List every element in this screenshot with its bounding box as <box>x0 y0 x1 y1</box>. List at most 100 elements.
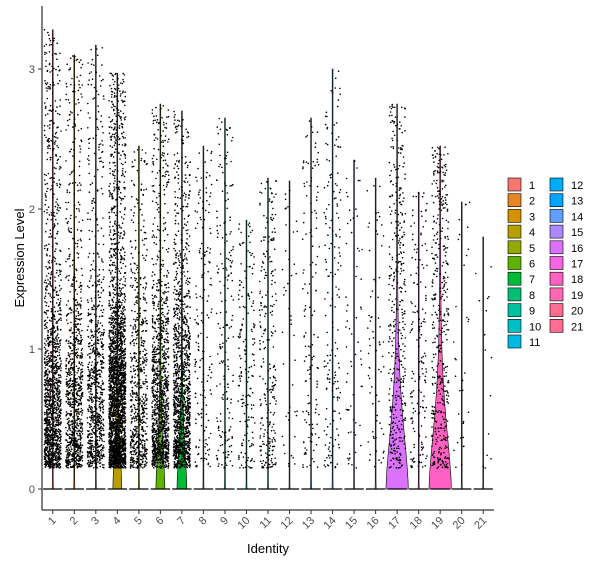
data-point <box>56 327 59 329</box>
data-point <box>49 83 52 86</box>
data-point <box>56 223 59 225</box>
data-point <box>67 384 69 386</box>
data-point <box>81 387 83 390</box>
data-point <box>55 412 57 415</box>
data-point <box>116 413 118 415</box>
data-point <box>51 428 54 430</box>
data-point <box>75 336 78 339</box>
data-point <box>72 394 75 396</box>
data-point <box>109 167 111 170</box>
data-point <box>91 58 94 61</box>
data-point <box>53 436 56 439</box>
data-point <box>108 300 110 302</box>
data-point <box>102 333 105 335</box>
data-point <box>59 80 61 82</box>
data-point <box>97 461 99 463</box>
data-point <box>94 419 97 422</box>
data-point <box>46 361 48 363</box>
data-point <box>68 382 71 385</box>
data-point <box>43 281 46 284</box>
data-point <box>95 444 98 447</box>
data-point <box>110 90 113 93</box>
data-point <box>73 359 75 362</box>
data-point <box>75 443 77 446</box>
data-point <box>95 408 98 410</box>
data-point <box>56 395 59 397</box>
data-point <box>56 406 58 409</box>
data-point <box>69 437 71 440</box>
data-point <box>53 395 56 397</box>
data-point <box>43 346 46 349</box>
data-point <box>56 377 58 380</box>
data-point <box>47 362 49 365</box>
data-point <box>50 358 53 361</box>
data-point <box>78 331 81 333</box>
data-point <box>70 285 72 287</box>
data-point <box>92 349 94 351</box>
data-point <box>75 414 78 416</box>
data-point <box>68 355 71 358</box>
data-point <box>48 403 51 405</box>
data-point <box>46 410 48 413</box>
data-point <box>88 280 91 282</box>
data-point <box>59 184 62 186</box>
data-point <box>50 340 52 342</box>
data-point <box>55 379 58 381</box>
data-point <box>55 218 57 221</box>
data-point <box>47 309 49 312</box>
data-point <box>56 329 59 331</box>
data-point <box>90 449 92 451</box>
data-point <box>114 123 117 126</box>
data-point <box>108 190 111 192</box>
data-point <box>100 80 103 82</box>
data-point <box>45 412 47 414</box>
data-point <box>89 384 91 387</box>
data-point <box>46 327 48 329</box>
data-point <box>70 448 73 450</box>
data-point <box>76 307 78 310</box>
data-point <box>43 320 46 322</box>
data-point <box>111 154 113 156</box>
data-point <box>57 456 59 459</box>
data-point <box>69 379 72 381</box>
data-point <box>78 182 81 184</box>
data-point <box>59 165 61 168</box>
data-point <box>54 381 56 384</box>
data-point <box>88 252 91 255</box>
data-point <box>124 308 126 311</box>
data-point <box>77 190 79 192</box>
data-point <box>49 448 52 451</box>
data-point <box>96 118 98 120</box>
data-point <box>100 360 102 363</box>
data-point <box>46 462 49 465</box>
data-point <box>78 367 81 369</box>
data-point <box>86 456 89 458</box>
data-point <box>87 112 90 114</box>
data-point <box>65 365 67 368</box>
data-point <box>81 460 84 462</box>
data-point <box>55 337 57 340</box>
data-point <box>46 364 49 366</box>
data-point <box>67 99 70 101</box>
data-point <box>88 400 90 402</box>
data-point <box>48 361 51 363</box>
data-point <box>94 368 97 370</box>
data-point <box>121 340 124 343</box>
data-point <box>43 342 46 345</box>
data-point <box>102 453 105 456</box>
data-point <box>93 304 95 307</box>
data-point <box>81 347 83 350</box>
data-point <box>97 280 99 282</box>
data-point <box>124 438 127 441</box>
data-point <box>77 408 80 411</box>
data-point <box>86 450 89 453</box>
data-point <box>51 437 54 440</box>
data-point <box>55 367 58 369</box>
data-point <box>71 259 74 262</box>
data-point <box>80 307 82 309</box>
data-point <box>44 245 46 247</box>
data-point <box>124 195 126 198</box>
data-point <box>80 458 82 461</box>
data-point <box>93 422 96 425</box>
data-point <box>58 168 61 170</box>
